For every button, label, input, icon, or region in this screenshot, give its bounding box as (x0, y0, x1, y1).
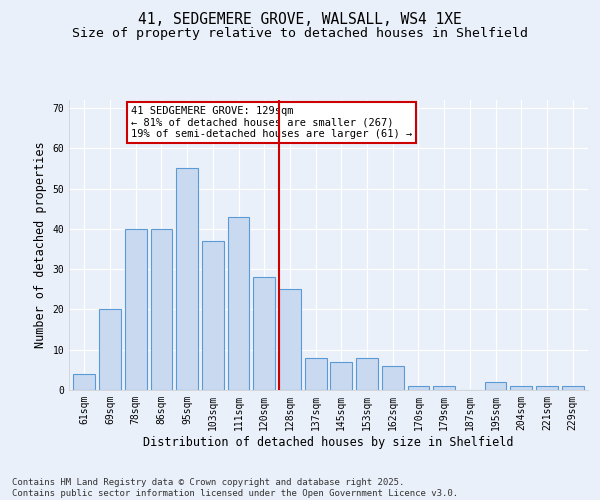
Bar (562, 386, 584, 390)
Bar (356, 358, 378, 390)
Text: 41 SEDGEMERE GROVE: 129sqm
← 81% of detached houses are smaller (267)
19% of sem: 41 SEDGEMERE GROVE: 129sqm ← 81% of deta… (131, 106, 412, 139)
Bar (485, 382, 506, 390)
Bar (202, 241, 224, 390)
Y-axis label: Number of detached properties: Number of detached properties (34, 142, 47, 348)
Text: 41, SEDGEMERE GROVE, WALSALL, WS4 1XE: 41, SEDGEMERE GROVE, WALSALL, WS4 1XE (138, 12, 462, 28)
Bar (510, 386, 532, 390)
Bar (331, 362, 352, 390)
Bar (433, 386, 455, 390)
Bar (407, 386, 430, 390)
Bar (227, 217, 250, 390)
Bar (279, 290, 301, 390)
Text: Contains HM Land Registry data © Crown copyright and database right 2025.
Contai: Contains HM Land Registry data © Crown c… (12, 478, 458, 498)
Bar (382, 366, 404, 390)
Bar (536, 386, 558, 390)
Bar (305, 358, 326, 390)
Bar (176, 168, 198, 390)
Bar (151, 229, 172, 390)
Bar (99, 310, 121, 390)
Text: Size of property relative to detached houses in Shelfield: Size of property relative to detached ho… (72, 28, 528, 40)
Bar (125, 229, 147, 390)
Bar (73, 374, 95, 390)
X-axis label: Distribution of detached houses by size in Shelfield: Distribution of detached houses by size … (143, 436, 514, 448)
Bar (253, 277, 275, 390)
